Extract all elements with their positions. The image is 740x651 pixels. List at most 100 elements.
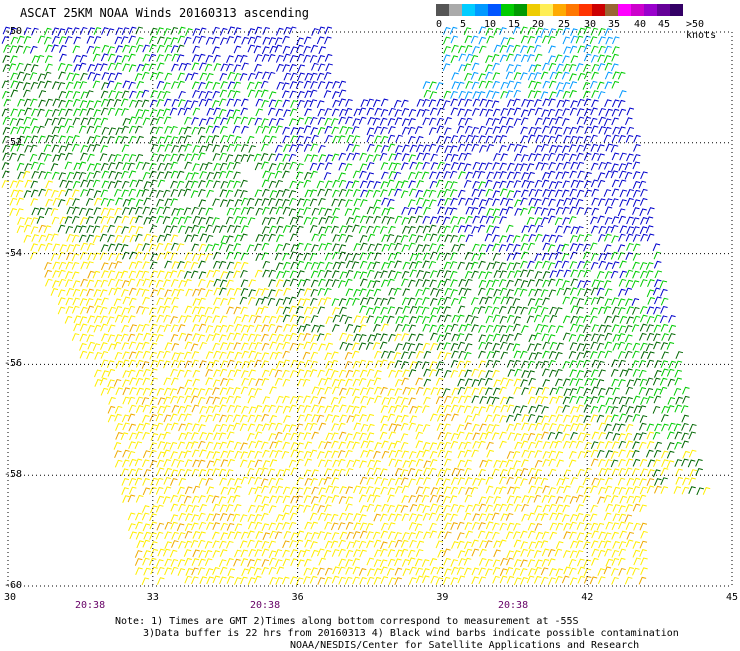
wind-barb — [269, 369, 276, 376]
wind-barb — [653, 378, 660, 385]
wind-barb — [94, 126, 101, 133]
wind-barb — [46, 64, 53, 71]
wind-barb — [401, 423, 408, 430]
wind-barb — [445, 118, 452, 125]
wind-barb — [485, 163, 492, 170]
wind-barb — [647, 325, 654, 332]
wind-barb — [388, 362, 395, 369]
wind-barb — [100, 343, 107, 350]
wind-barb — [142, 100, 149, 107]
wind-barb — [157, 155, 164, 162]
wind-barb — [486, 326, 493, 333]
wind-barb — [207, 190, 214, 197]
wind-barb — [289, 306, 296, 313]
wind-barb — [563, 28, 570, 35]
wind-barb — [444, 91, 451, 98]
wind-barb — [184, 262, 191, 269]
wind-barb — [325, 189, 332, 196]
wind-barb — [479, 407, 486, 414]
wind-barb — [570, 127, 577, 134]
wind-barb — [367, 414, 374, 421]
wind-barb — [227, 144, 234, 151]
wind-barb — [598, 577, 605, 584]
wind-barb — [94, 101, 101, 108]
wind-barb — [640, 227, 647, 234]
wind-barb — [102, 171, 109, 178]
wind-barb — [151, 290, 158, 297]
wind-barb — [466, 235, 473, 242]
wind-barb — [626, 369, 633, 376]
wind-barb — [514, 108, 521, 115]
wind-barb — [444, 424, 451, 431]
wind-barb — [402, 279, 409, 286]
wind-barb — [591, 126, 598, 133]
wind-barb — [423, 288, 430, 295]
wind-barb — [618, 342, 625, 349]
wind-barb — [171, 317, 178, 324]
wind-barb — [254, 65, 261, 72]
wind-barb — [45, 208, 52, 215]
wind-barb — [123, 119, 130, 126]
wind-barb — [459, 351, 466, 358]
wind-barb — [234, 208, 241, 215]
wind-barb — [340, 127, 347, 134]
wind-barb — [80, 351, 87, 358]
wind-barb — [276, 181, 283, 188]
wind-barb — [207, 173, 214, 180]
wind-barb — [389, 432, 396, 439]
wind-barb — [402, 334, 409, 341]
wind-barb — [346, 335, 353, 342]
wind-barb — [604, 190, 611, 197]
wind-barb — [507, 263, 514, 270]
wind-barb — [381, 487, 388, 494]
wind-barb — [192, 325, 199, 332]
wind-barb — [520, 531, 527, 538]
wind-barb — [520, 261, 527, 268]
wind-barb — [627, 199, 634, 206]
wind-barb — [598, 569, 605, 576]
wind-barb — [578, 567, 585, 574]
wind-barb — [625, 326, 632, 333]
wind-barb — [353, 577, 360, 584]
wind-barb — [296, 424, 303, 431]
wind-barb — [521, 46, 528, 53]
wind-barb — [136, 495, 143, 502]
wind-barb — [500, 126, 507, 133]
wind-barb — [396, 308, 403, 315]
wind-barb — [486, 560, 493, 567]
wind-barb — [543, 442, 550, 449]
wind-barb — [319, 397, 326, 404]
wind-barb — [633, 155, 640, 162]
wind-barb — [591, 180, 598, 187]
wind-barb — [640, 433, 647, 440]
wind-barb — [403, 262, 410, 269]
wind-barb — [122, 56, 129, 63]
wind-barb — [136, 155, 143, 162]
wind-barb — [359, 360, 366, 367]
wind-barb — [556, 83, 563, 90]
wind-barb — [284, 416, 291, 423]
wind-barb — [408, 469, 415, 476]
wind-barb — [179, 542, 186, 549]
wind-barb — [507, 290, 514, 297]
wind-barb — [234, 244, 241, 251]
wind-barb — [564, 425, 571, 432]
wind-barb — [227, 360, 234, 367]
wind-barb — [597, 145, 604, 152]
wind-barb — [255, 244, 262, 251]
wind-barb — [214, 164, 221, 171]
wind-barb — [227, 343, 234, 350]
wind-barb — [570, 91, 577, 98]
wind-barb — [535, 289, 542, 296]
wind-barb — [338, 281, 345, 288]
wind-barb — [283, 271, 290, 278]
wind-barb — [122, 227, 129, 234]
wind-barb — [177, 171, 184, 178]
wind-barb — [102, 271, 109, 278]
wind-barb — [557, 487, 564, 494]
wind-barb — [585, 127, 592, 134]
wind-barb — [275, 532, 282, 539]
wind-barb — [241, 271, 248, 278]
wind-barb — [424, 90, 431, 97]
